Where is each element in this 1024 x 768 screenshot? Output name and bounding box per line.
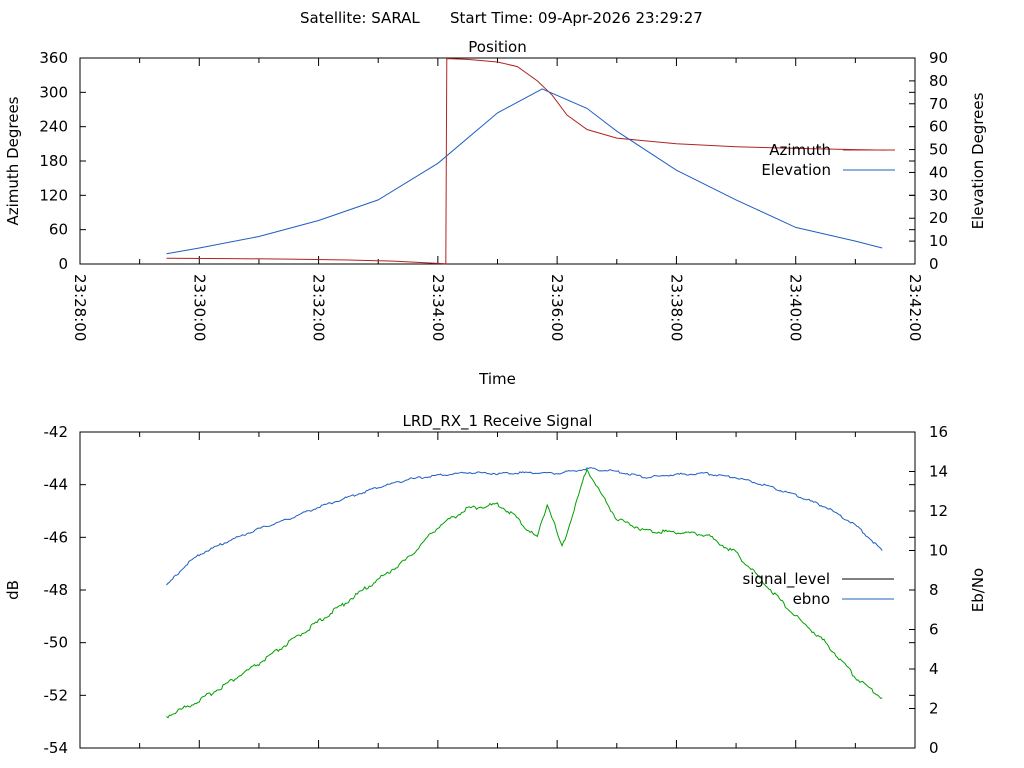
series-line-signal_level [166, 468, 883, 719]
y2-tick-label: 6 [929, 621, 939, 639]
series-line-elevation [166, 88, 883, 255]
y2-tick-label: 70 [929, 95, 948, 113]
x-axis-label: Time [478, 370, 516, 388]
x-tick-label: 23:42:00 [906, 274, 924, 341]
y2-tick-label: 40 [929, 163, 948, 181]
y-tick-label: -44 [44, 476, 69, 494]
y2-tick-label: 30 [929, 186, 948, 204]
x-tick-label: 23:28:00 [71, 274, 89, 341]
receive-signal-chart: LRD_RX_1 Receive Signal -54 -52 -50 -48 -46 -4… [4, 412, 987, 757]
x-tick-label: 23:32:00 [310, 274, 328, 341]
header-start-time: Start Time: 09-Apr-2026 23:29:27 [450, 9, 703, 27]
y-tick-label: -48 [44, 581, 69, 599]
y2-tick-label: 12 [929, 502, 948, 520]
header-satellite: Satellite: SARAL [300, 9, 420, 27]
legend-label-azimuth: Azimuth [769, 141, 831, 159]
y-tick-label: 300 [39, 83, 68, 101]
y-tick-label: -54 [44, 739, 69, 757]
y-tick-label: 120 [39, 186, 68, 204]
y2-tick-label: 20 [929, 209, 948, 227]
legend-label-ebno: ebno [793, 590, 830, 608]
y2-tick-label: 4 [929, 660, 939, 678]
y2-tick-label: 2 [929, 700, 939, 718]
y2-tick-label: 0 [929, 255, 939, 273]
x-tick-label: 23:40:00 [787, 274, 805, 341]
y-tick-label: 360 [39, 49, 68, 67]
y2-axis-label: Eb/No [969, 568, 987, 612]
y-tick-label: -42 [44, 423, 69, 441]
y2-tick-label: 8 [929, 581, 939, 599]
y-tick-label: 240 [39, 118, 68, 136]
y2-tick-label: 10 [929, 542, 948, 560]
x-tick-label: 23:36:00 [548, 274, 566, 341]
y2-tick-label: 0 [929, 739, 939, 757]
y2-tick-label: 80 [929, 72, 948, 90]
y-tick-label: -46 [44, 528, 69, 546]
legend-label-elevation: Elevation [761, 161, 831, 179]
y-axis-label: Azimuth Degrees [4, 96, 22, 225]
y2-tick-label: 16 [929, 423, 948, 441]
y-axis-label: dB [4, 580, 22, 600]
series-line-ebno [166, 467, 883, 586]
x-tick-label: 23:34:00 [429, 274, 447, 341]
x-tick-label: 23:38:00 [667, 274, 685, 341]
y2-tick-label: 50 [929, 141, 948, 159]
legend-label-signal_level: signal_level [742, 570, 830, 589]
series-line-azimuth [166, 58, 886, 265]
x-tick-label: 23:30:00 [190, 274, 208, 341]
position-chart: Position 0 60 120 180 240 300 360 0 10 20 30 40 50 60 7… [4, 38, 987, 388]
y2-tick-label: 10 [929, 232, 948, 250]
y-tick-label: -50 [44, 634, 69, 652]
chart-title: LRD_RX_1 Receive Signal [403, 412, 593, 431]
plot-frame [79, 431, 916, 749]
y2-axis-label: Elevation Degrees [969, 92, 987, 229]
y2-tick-label: 14 [929, 463, 948, 481]
chart-title: Position [468, 38, 526, 56]
y-tick-label: 0 [58, 255, 68, 273]
y2-tick-label: 90 [929, 49, 948, 67]
y-tick-label: 180 [39, 152, 68, 170]
y-tick-label: -52 [44, 686, 69, 704]
y2-tick-label: 60 [929, 118, 948, 136]
y-tick-label: 60 [49, 221, 68, 239]
